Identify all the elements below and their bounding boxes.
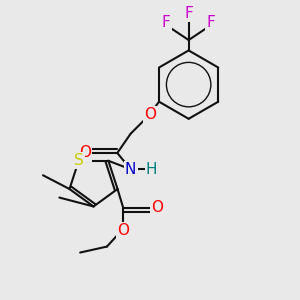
Text: S: S: [74, 153, 84, 168]
Text: O: O: [117, 223, 129, 238]
Text: O: O: [79, 146, 91, 160]
Text: F: F: [184, 6, 193, 21]
Text: O: O: [152, 200, 164, 215]
Text: H: H: [146, 162, 157, 177]
Text: F: F: [207, 15, 215, 30]
Text: O: O: [144, 107, 156, 122]
Text: F: F: [162, 15, 171, 30]
Text: N: N: [125, 162, 136, 177]
